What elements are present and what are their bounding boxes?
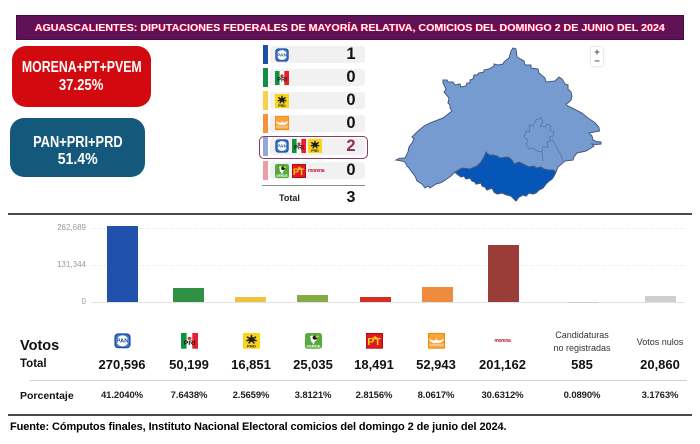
svg-text:PAN: PAN xyxy=(116,339,128,345)
svg-text:PT: PT xyxy=(293,166,305,176)
svg-text:PRI: PRI xyxy=(294,146,304,152)
svg-text:PAN: PAN xyxy=(277,52,287,58)
svg-text:VERDE: VERDE xyxy=(306,344,320,349)
svg-text:PRI: PRI xyxy=(277,77,287,83)
svg-text:VERDE: VERDE xyxy=(276,174,288,178)
svg-text:PRI: PRI xyxy=(183,340,195,347)
svg-text:PRD: PRD xyxy=(278,104,286,108)
svg-text:PRD: PRD xyxy=(247,344,256,349)
svg-text:PT: PT xyxy=(367,337,381,348)
svg-text:PAN: PAN xyxy=(277,144,287,150)
svg-text:PRD: PRD xyxy=(311,149,319,153)
